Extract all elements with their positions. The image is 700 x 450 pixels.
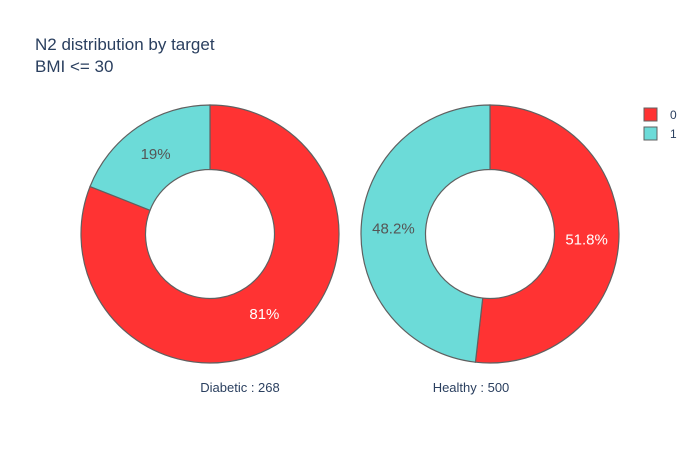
legend[interactable]: 0 1 bbox=[643, 107, 677, 141]
donut-1-slice-1-label: 48.2% bbox=[372, 221, 415, 238]
donut-0-slice-1[interactable] bbox=[89, 104, 211, 212]
donut-1-slice-0[interactable] bbox=[474, 104, 620, 364]
legend-item-0[interactable]: 0 bbox=[643, 107, 677, 122]
donut-0-slice-1-label: 19% bbox=[141, 146, 171, 163]
caption-healthy: Healthy : 500 bbox=[433, 380, 510, 395]
donut-1-slice-0-label: 51.8% bbox=[565, 231, 608, 248]
donut-charts-group: 81% 19% 51.8% 48.2% bbox=[80, 104, 620, 364]
donut-0-slice-0-label: 81% bbox=[249, 306, 279, 323]
donut-chart-1[interactable]: 51.8% 48.2% bbox=[360, 104, 620, 364]
donut-chart-0[interactable]: 81% 19% bbox=[80, 104, 340, 364]
legend-item-1[interactable]: 1 bbox=[643, 126, 677, 141]
subplot-captions: Diabetic : 268 Healthy : 500 bbox=[200, 380, 509, 395]
legend-swatch-1 bbox=[643, 126, 658, 141]
chart-title-line-2: BMI <= 30 bbox=[35, 57, 113, 76]
legend-swatch-0 bbox=[643, 107, 658, 122]
donut-0-slice-0[interactable] bbox=[80, 104, 340, 364]
donut-1-slice-1[interactable] bbox=[360, 104, 491, 363]
legend-label-0: 0 bbox=[670, 108, 677, 122]
chart-title-line-1: N2 distribution by target bbox=[35, 35, 215, 54]
legend-label-1: 1 bbox=[670, 127, 677, 141]
caption-diabetic: Diabetic : 268 bbox=[200, 380, 280, 395]
